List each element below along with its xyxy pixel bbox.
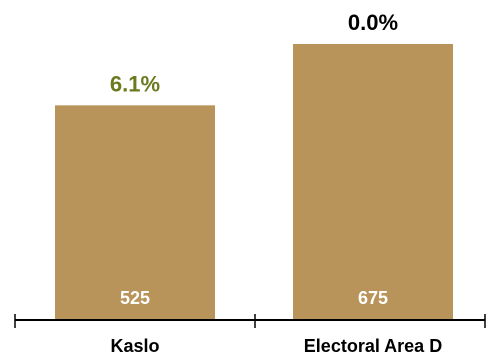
category-label: Kaslo bbox=[110, 336, 159, 356]
change-label: 0.0% bbox=[348, 10, 398, 35]
bar-value-label: 675 bbox=[358, 288, 388, 308]
category-label: Electoral Area D bbox=[304, 336, 442, 356]
change-label: 6.1% bbox=[110, 71, 160, 96]
bar-1 bbox=[293, 44, 453, 320]
bar-value-label: 525 bbox=[120, 288, 150, 308]
